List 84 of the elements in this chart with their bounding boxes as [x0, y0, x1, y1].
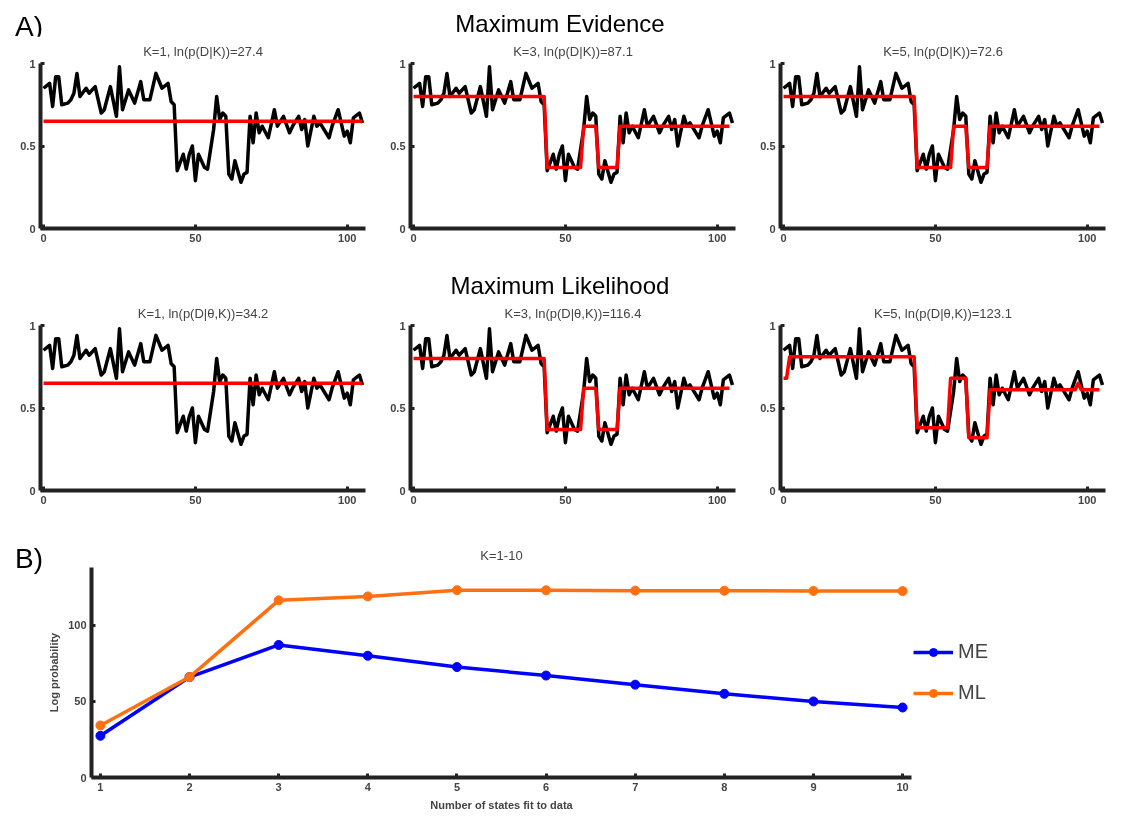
- point: [362, 650, 373, 661]
- y-tick-label: 0.5: [760, 140, 776, 152]
- line-series: [781, 355, 1102, 440]
- chart-title: K=5, ln(p(D|θ,K))=123.1: [874, 305, 1012, 321]
- x-tick-label: 100: [708, 231, 727, 244]
- y-tick-label: 1: [399, 57, 406, 70]
- x-tick-label: 0: [410, 493, 417, 506]
- y-tick-label: 0.5: [20, 402, 36, 414]
- legend-label: ME: [958, 640, 988, 663]
- y-tick-label: 0: [769, 222, 776, 235]
- y-tick-label: 0.5: [760, 402, 776, 414]
- point: [451, 662, 462, 673]
- x-tick-label: 50: [929, 493, 942, 506]
- x-tick-label: 0: [40, 231, 47, 244]
- x-tick-label: 5: [453, 780, 460, 793]
- x-tick-label: 7: [632, 780, 639, 793]
- point: [95, 730, 106, 741]
- text: B): [15, 543, 43, 574]
- y-tick-label: 1: [399, 319, 406, 332]
- point: [630, 585, 641, 596]
- y-tick-label: 1: [769, 319, 776, 332]
- x-tick-label: 0: [40, 493, 47, 506]
- point: [273, 639, 284, 650]
- point: [808, 696, 819, 707]
- y-axis-title: Log probability: [48, 631, 61, 713]
- point: [451, 585, 462, 596]
- point: [897, 702, 908, 713]
- x-tick-label: 1: [97, 780, 104, 793]
- point: [630, 679, 641, 690]
- x-tick-label: 50: [189, 493, 202, 506]
- y-tick-label: 0.5: [390, 140, 406, 152]
- y-tick-label: 0.5: [20, 140, 36, 152]
- x-tick-label: 50: [929, 231, 942, 244]
- point: [719, 688, 730, 699]
- text: Maximum Evidence: [455, 10, 665, 37]
- line-series: [41, 327, 365, 447]
- point: [541, 585, 552, 596]
- chart-title: K=1, ln(p(D|K))=27.4: [143, 43, 263, 59]
- y-tick-label: 50: [74, 695, 87, 708]
- x-tick-label: 8: [721, 780, 728, 793]
- chart-title: K=3, ln(p(D|K))=87.1: [513, 43, 633, 59]
- y-tick-label: 0: [29, 222, 36, 235]
- y-tick-label: 1: [29, 57, 36, 70]
- point: [95, 720, 106, 731]
- chart-title: K=1-10: [480, 547, 523, 563]
- chart-title: K=3, ln(p(D|θ,K))=116.4: [504, 305, 642, 321]
- x-tick-label: 50: [559, 231, 572, 244]
- x-tick-label: 100: [708, 493, 727, 506]
- y-tick-label: 1: [769, 57, 776, 70]
- x-tick-label: 100: [1078, 231, 1097, 244]
- y-tick-label: 0: [769, 484, 776, 497]
- legend-label: ML: [958, 681, 986, 704]
- x-tick-label: 6: [543, 780, 550, 793]
- x-tick-label: 10: [896, 780, 909, 793]
- x-tick-label: 3: [275, 780, 282, 793]
- chart-title: K=5, ln(p(D|K))=72.6: [883, 43, 1003, 59]
- y-tick-label: 0: [80, 771, 87, 784]
- y-tick-label: 1: [29, 319, 36, 332]
- x-tick-label: 100: [338, 231, 357, 244]
- chart-title: K=1, ln(p(D|θ,K))=34.2: [137, 305, 269, 321]
- point: [897, 586, 908, 597]
- x-tick-label: 0: [410, 231, 417, 244]
- point: [719, 585, 730, 596]
- x-tick-label: 100: [1078, 493, 1097, 506]
- x-tick-label: 4: [364, 780, 372, 793]
- point: [362, 591, 373, 602]
- text: Maximum Likelihood: [449, 271, 671, 301]
- x-tick-label: 50: [189, 231, 202, 244]
- x-tick-label: 0: [780, 493, 787, 506]
- point: [541, 670, 552, 681]
- x-tick-label: 50: [559, 493, 572, 506]
- point: [273, 595, 284, 606]
- y-tick-label: 100: [68, 619, 87, 632]
- x-tick-label: 100: [338, 493, 357, 506]
- x-axis-title: Number of states fit to data: [430, 798, 574, 811]
- x-tick-label: 9: [810, 780, 817, 793]
- point: [808, 585, 819, 596]
- x-tick-label: 0: [780, 231, 787, 244]
- y-tick-label: 0.5: [390, 402, 406, 414]
- line-series: [41, 65, 365, 185]
- y-tick-label: 0: [399, 484, 406, 497]
- y-tick-label: 0: [29, 484, 36, 497]
- y-tick-label: 0: [399, 222, 406, 235]
- x-tick-label: 2: [186, 780, 193, 793]
